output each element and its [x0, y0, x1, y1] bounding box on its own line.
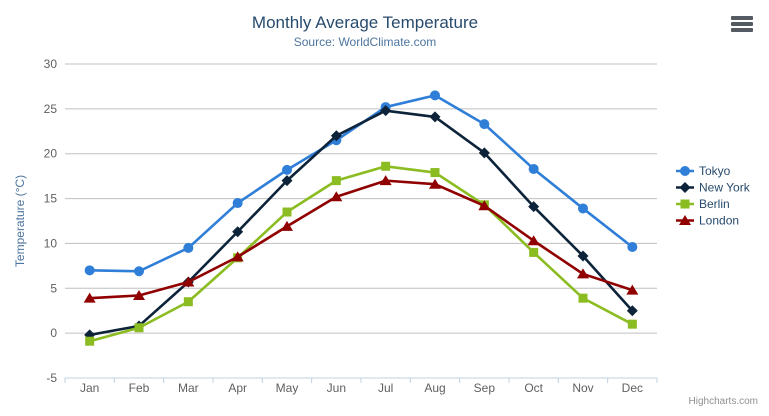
- data-point-marker[interactable]: [529, 247, 539, 257]
- data-point-marker[interactable]: [478, 147, 490, 159]
- data-point-marker[interactable]: [134, 266, 144, 277]
- x-axis: [64, 377, 658, 383]
- legend-marker[interactable]: [680, 166, 690, 176]
- data-point-marker[interactable]: [84, 265, 95, 276]
- x-tick-label: Apr: [228, 381, 247, 395]
- legend-label: Tokyo: [699, 164, 731, 178]
- hamburger-icon: [731, 22, 753, 26]
- data-point-marker[interactable]: [282, 207, 292, 217]
- y-tick-label: 10: [44, 236, 58, 250]
- x-axis-labels: Jan Feb Mar Apr May Jun Jul Aug Sep Oct Nov Dec: [80, 381, 643, 395]
- y-axis-labels: -5 0 5 10 15 20 25 30: [44, 57, 58, 385]
- x-tick-label: Dec: [622, 381, 643, 395]
- data-point-marker[interactable]: [577, 268, 589, 279]
- chart-title: Monthly Average Temperature: [252, 13, 478, 32]
- y-axis-title: Temperature (°C): [13, 175, 27, 267]
- data-point-marker[interactable]: [331, 176, 341, 186]
- x-tick-label: Jan: [80, 381, 99, 395]
- credits-link[interactable]: Highcharts.com: [689, 396, 758, 407]
- data-point-marker[interactable]: [231, 251, 244, 262]
- data-point-marker[interactable]: [281, 175, 293, 187]
- legend-item-new-york[interactable]: New York: [676, 181, 751, 195]
- y-tick-label: 15: [44, 192, 58, 206]
- data-point-marker[interactable]: [626, 305, 638, 317]
- legend: Tokyo New York Berlin London: [676, 164, 751, 228]
- data-point-marker[interactable]: [527, 235, 540, 246]
- data-point-marker[interactable]: [627, 242, 638, 253]
- series-tokyo: [84, 90, 638, 277]
- legend-marker[interactable]: [680, 199, 690, 209]
- data-point-marker[interactable]: [528, 163, 539, 174]
- series-london: [83, 175, 639, 303]
- hamburger-icon: [731, 28, 753, 32]
- y-tick-label: 0: [50, 326, 57, 340]
- data-point-marker[interactable]: [380, 105, 392, 117]
- data-point-marker[interactable]: [133, 289, 145, 300]
- data-point-marker[interactable]: [478, 200, 491, 211]
- legend-marker[interactable]: [679, 182, 691, 193]
- data-point-marker[interactable]: [330, 130, 342, 142]
- data-point-marker[interactable]: [83, 292, 96, 303]
- data-point-marker[interactable]: [528, 201, 540, 213]
- legend-label: Berlin: [699, 197, 730, 211]
- data-point-marker[interactable]: [626, 284, 639, 295]
- data-point-marker[interactable]: [330, 191, 343, 202]
- data-point-marker[interactable]: [429, 178, 441, 189]
- series-line[interactable]: [88, 179, 634, 300]
- series-line[interactable]: [88, 109, 634, 337]
- data-point-marker[interactable]: [577, 250, 589, 262]
- export-menu-button[interactable]: [730, 15, 758, 37]
- series-group: [83, 90, 639, 346]
- data-point-marker[interactable]: [479, 119, 490, 130]
- legend-label: London: [699, 214, 739, 228]
- data-point-marker[interactable]: [578, 203, 588, 214]
- data-point-marker[interactable]: [232, 198, 243, 209]
- data-point-marker[interactable]: [183, 297, 193, 307]
- hamburger-icon: [731, 16, 753, 20]
- data-point-marker[interactable]: [430, 90, 440, 101]
- x-tick-label: May: [276, 381, 299, 395]
- y-tick-label: -5: [46, 371, 57, 385]
- series-new-york: [84, 105, 638, 341]
- data-point-marker[interactable]: [379, 175, 392, 186]
- data-point-marker[interactable]: [134, 323, 144, 333]
- data-point-marker[interactable]: [429, 111, 441, 123]
- data-point-marker[interactable]: [183, 242, 194, 253]
- data-point-marker[interactable]: [381, 161, 391, 171]
- x-tick-label: Feb: [129, 381, 150, 395]
- x-tick-label: Sep: [474, 381, 496, 395]
- legend-label: New York: [699, 181, 751, 195]
- data-point-marker[interactable]: [281, 220, 293, 231]
- data-point-marker[interactable]: [430, 168, 440, 178]
- x-tick-label: Oct: [524, 381, 543, 395]
- legend-item-tokyo[interactable]: Tokyo: [676, 164, 731, 178]
- y-tick-label: 5: [50, 281, 57, 295]
- legend-item-berlin[interactable]: Berlin: [676, 197, 730, 211]
- data-point-marker[interactable]: [182, 276, 195, 287]
- x-tick-label: Jul: [378, 381, 393, 395]
- y-tick-label: 30: [44, 57, 58, 71]
- data-point-marker[interactable]: [85, 336, 95, 346]
- chart-subtitle: Source: WorldClimate.com: [294, 35, 437, 49]
- data-point-marker[interactable]: [232, 226, 244, 238]
- legend-item-london[interactable]: London: [676, 214, 739, 228]
- series-line[interactable]: [88, 164, 634, 343]
- y-tick-label: 20: [44, 147, 58, 161]
- y-tick-label: 25: [44, 102, 58, 116]
- legend-marker[interactable]: [679, 215, 691, 225]
- x-tick-label: Aug: [424, 381, 445, 395]
- x-tick-label: Jun: [327, 381, 346, 395]
- x-tick-label: Nov: [572, 381, 593, 395]
- x-tick-label: Mar: [178, 381, 199, 395]
- data-point-marker[interactable]: [282, 164, 292, 175]
- data-point-marker[interactable]: [578, 293, 588, 303]
- data-point-marker[interactable]: [627, 319, 637, 329]
